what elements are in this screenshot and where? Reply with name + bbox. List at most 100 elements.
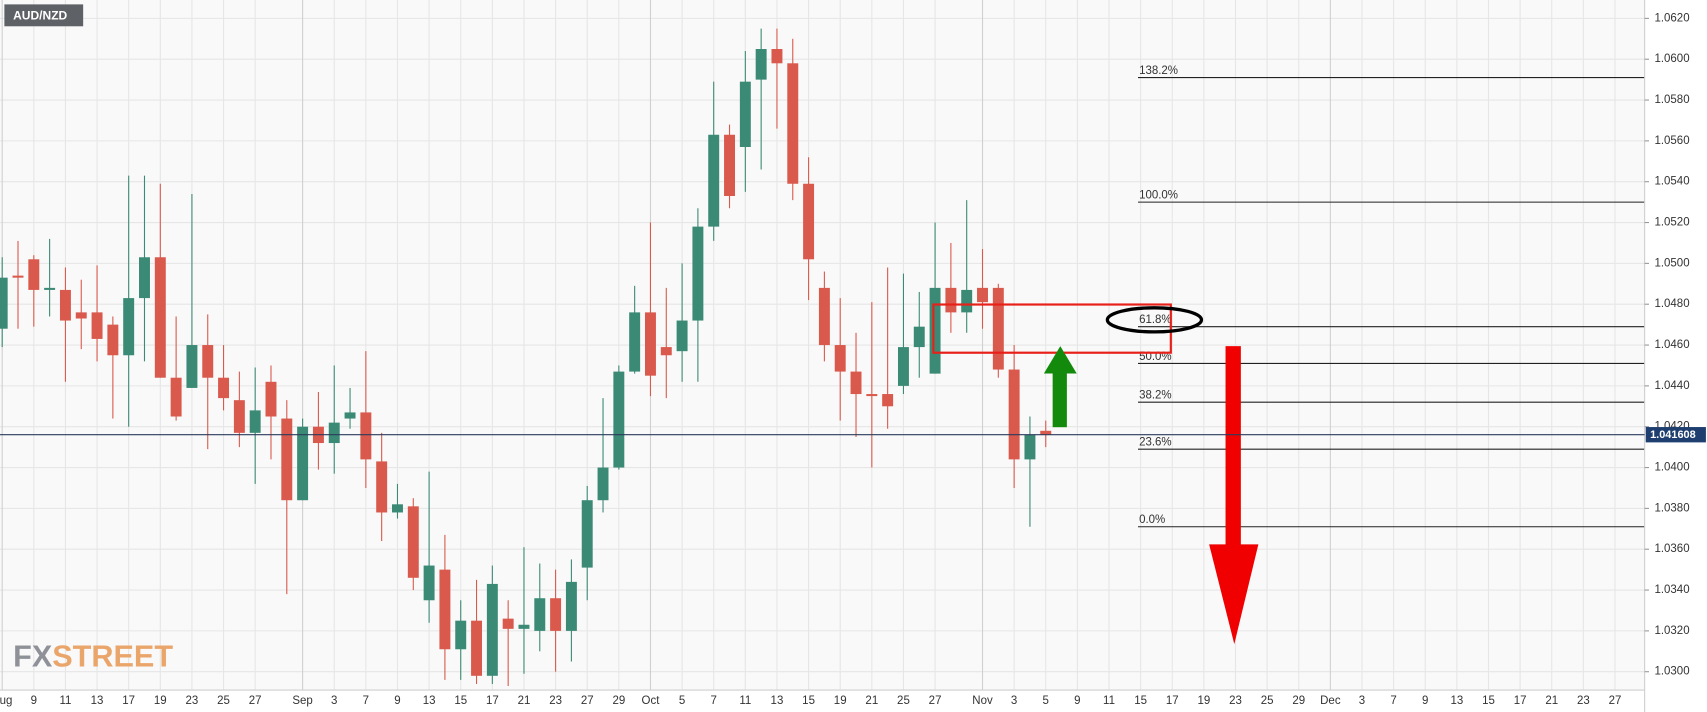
x-tick-label: 11 bbox=[59, 695, 71, 707]
x-tick-label: 23 bbox=[549, 695, 562, 707]
x-tick-label: 11 bbox=[1103, 695, 1115, 707]
candle-body bbox=[139, 257, 150, 299]
x-tick-label: 19 bbox=[1197, 695, 1210, 707]
candle-body bbox=[407, 506, 419, 578]
highlight-ellipse bbox=[1105, 306, 1204, 334]
candle-body bbox=[502, 618, 514, 629]
y-tick-label: 1.0600 bbox=[1654, 53, 1689, 65]
y-tick-label: 1.0380 bbox=[1654, 502, 1689, 514]
x-tick-label: Dec bbox=[1320, 695, 1341, 707]
candle-body bbox=[834, 345, 846, 372]
watermark-street: STREET bbox=[52, 639, 173, 673]
x-tick-label: 7 bbox=[363, 695, 369, 707]
candle-body bbox=[945, 287, 957, 313]
x-tick-label: 17 bbox=[1166, 695, 1179, 707]
fib-levels: 138.2% 100.0% 61.8% 50.0% 38.2% 23.6% 0.0% bbox=[1138, 65, 1645, 528]
candle-body bbox=[328, 422, 340, 444]
candle-body bbox=[518, 624, 530, 629]
candle-body bbox=[882, 394, 894, 407]
y-tick-label: 1.0440 bbox=[1654, 380, 1689, 392]
chart-title: AUD/NZD bbox=[13, 9, 67, 23]
candle-body bbox=[265, 381, 277, 417]
candle-body bbox=[423, 565, 435, 601]
x-tick-label: 7 bbox=[1390, 695, 1396, 707]
x-tick-label: 15 bbox=[454, 695, 467, 707]
candle-body bbox=[376, 461, 388, 513]
x-tick-label: 9 bbox=[31, 695, 37, 707]
candle-body bbox=[771, 49, 783, 64]
x-tick-label: 27 bbox=[249, 695, 262, 707]
y-tick-label: 1.0340 bbox=[1654, 584, 1689, 596]
candle-body bbox=[186, 345, 198, 388]
x-tick-label: 13 bbox=[771, 695, 784, 707]
candle-body bbox=[850, 371, 862, 395]
fib-label: 23.6% bbox=[1139, 437, 1172, 449]
candle-body bbox=[676, 320, 688, 352]
fib-label: 50.0% bbox=[1139, 351, 1172, 363]
y-tick-label: 1.0540 bbox=[1654, 176, 1689, 188]
fib-label: 38.2% bbox=[1139, 390, 1172, 402]
candle-body bbox=[787, 63, 799, 184]
candle-body bbox=[866, 394, 878, 397]
candle-body bbox=[392, 504, 403, 513]
x-tick-label: 29 bbox=[612, 695, 625, 707]
y-tick-label: 1.0460 bbox=[1654, 339, 1689, 351]
candle-body bbox=[0, 277, 8, 329]
candle-body bbox=[170, 377, 182, 417]
x-tick-label: 5 bbox=[679, 695, 685, 707]
candle-body bbox=[550, 598, 562, 631]
y-tick-label: 1.0400 bbox=[1654, 462, 1689, 474]
x-tick-label: 5 bbox=[1043, 695, 1049, 707]
arrow-shaft bbox=[1052, 372, 1067, 428]
candle-body bbox=[360, 412, 372, 460]
arrow-head bbox=[1209, 544, 1259, 645]
x-tick-label: 13 bbox=[91, 695, 104, 707]
y-tick-label: 1.0300 bbox=[1654, 666, 1689, 678]
fib-label: 61.8% bbox=[1139, 314, 1172, 326]
y-tick-label: 1.0480 bbox=[1654, 298, 1689, 310]
candle-body bbox=[28, 259, 40, 290]
x-tick-label: Sep bbox=[292, 695, 312, 707]
candle-body bbox=[597, 467, 609, 501]
x-tick-label: 9 bbox=[394, 695, 400, 707]
candle-body bbox=[297, 426, 309, 501]
y-tick-label: 1.0580 bbox=[1654, 94, 1689, 106]
x-tick-label: 27 bbox=[929, 695, 942, 707]
candle-body bbox=[644, 312, 656, 376]
arrow-shaft bbox=[1225, 346, 1241, 546]
candle-body bbox=[471, 620, 483, 676]
highlight-box bbox=[932, 303, 1172, 354]
candle-body bbox=[992, 287, 1004, 370]
x-tick-label: 17 bbox=[486, 695, 499, 707]
watermark-fx: FX bbox=[13, 639, 53, 673]
candle-body bbox=[218, 377, 230, 399]
x-tick-label: 15 bbox=[1482, 695, 1495, 707]
candle-body bbox=[613, 371, 625, 468]
candle-body bbox=[281, 418, 293, 501]
up-arrow bbox=[1043, 346, 1077, 428]
x-tick-label: 19 bbox=[834, 695, 847, 707]
x-tick-label: Aug bbox=[0, 695, 12, 707]
x-tick-label: 23 bbox=[1577, 695, 1590, 707]
y-tick-label: 1.0500 bbox=[1654, 257, 1689, 269]
candle-body bbox=[913, 326, 925, 348]
x-tick-label: 3 bbox=[1011, 695, 1017, 707]
y-tick-label: 1.0620 bbox=[1654, 12, 1689, 24]
candle-body bbox=[581, 500, 593, 568]
candle-body bbox=[977, 287, 988, 303]
candles bbox=[0, 28, 1052, 687]
candle-body bbox=[961, 289, 973, 313]
candle-body bbox=[1024, 434, 1036, 460]
x-tick-label: 15 bbox=[802, 695, 815, 707]
x-tick-label: 21 bbox=[518, 695, 531, 707]
title-box bbox=[4, 4, 84, 27]
watermark: FXSTREET bbox=[13, 639, 173, 673]
x-tick-label: 23 bbox=[186, 695, 199, 707]
candle-body bbox=[249, 410, 261, 433]
x-tick-label: 15 bbox=[1134, 695, 1147, 707]
down-arrow bbox=[1209, 346, 1259, 645]
candle-body bbox=[1040, 430, 1052, 435]
candle-body bbox=[739, 81, 751, 148]
candle-body bbox=[818, 287, 830, 346]
